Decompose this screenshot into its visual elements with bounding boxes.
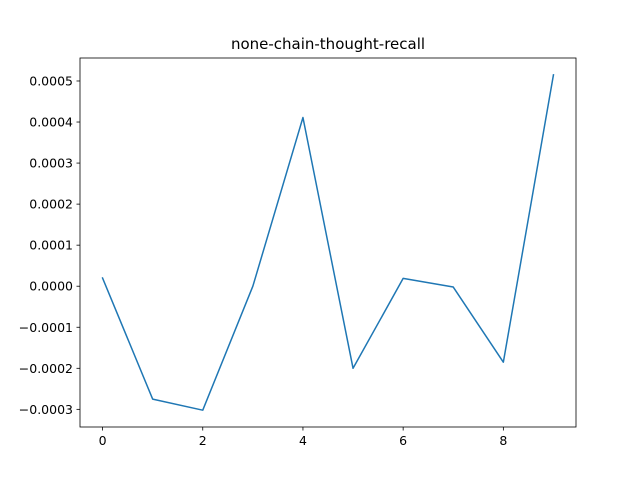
x-tick-label: 8 xyxy=(499,433,507,448)
y-tick-label: 0.0004 xyxy=(29,115,73,130)
x-tick-label: 4 xyxy=(299,433,307,448)
y-tick-label: 0.0002 xyxy=(29,197,73,212)
y-tick-label: 0.0001 xyxy=(29,238,73,253)
y-tick-label: 0.0005 xyxy=(29,73,73,88)
y-tick-label: 0.0003 xyxy=(29,156,73,171)
y-tick-label: −0.0001 xyxy=(19,320,73,335)
y-tick-label: −0.0002 xyxy=(19,361,73,376)
chart-title: none-chain-thought-recall xyxy=(231,35,425,53)
x-tick-label: 6 xyxy=(399,433,407,448)
y-tick-label: 0.0000 xyxy=(29,279,73,294)
x-tick-label: 0 xyxy=(99,433,107,448)
plot-area: 0 2 4 6 8 −0.0003 −0.0002 −0.0001 0.0000 0.0001 0.… xyxy=(19,57,577,448)
y-tick-label: −0.0003 xyxy=(19,402,73,417)
series-line xyxy=(101,73,555,411)
x-tick-label: 2 xyxy=(199,433,207,448)
axes-frame xyxy=(79,57,577,428)
